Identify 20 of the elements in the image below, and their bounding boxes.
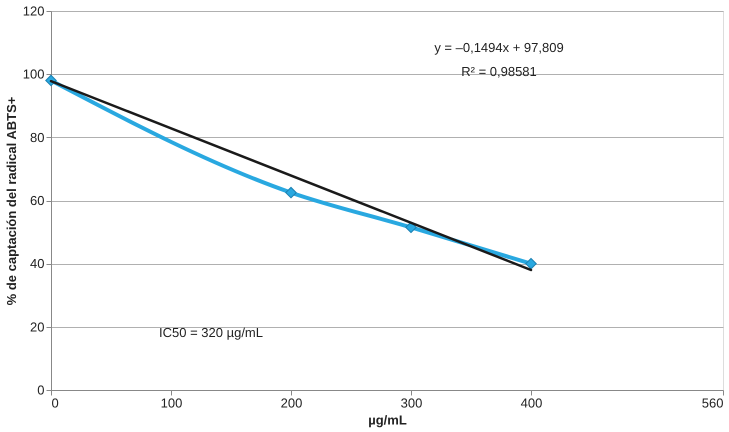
x-tick-label: 560 [702,396,724,410]
x-tick-label: 100 [160,396,182,410]
x-tick-label: 300 [400,396,422,410]
y-tick-label: 20 [30,319,44,334]
annotation: R² = 0,98581 [461,64,537,80]
y-tick-label: 80 [30,130,44,145]
x-axis-title: µg/mL [368,412,407,428]
point [525,258,537,270]
y-tick-label: 100 [22,66,44,82]
y-tick-label: 120 [22,4,44,18]
x-tick-label: 0 [52,396,59,410]
x-tick-label: 200 [280,396,302,410]
y-tick-label: 0 [37,382,44,398]
x-tick-label: 400 [520,396,542,410]
annotation: IC50 = 320 µg/mL [159,324,263,340]
y-axis-title: % de captación del radical ABTS+ [4,96,19,306]
y-tick-label: 60 [30,193,44,208]
annotation: y = –0,1494x + 97,809 [434,40,564,55]
y-tick-label: 40 [30,256,44,272]
point [285,186,297,198]
